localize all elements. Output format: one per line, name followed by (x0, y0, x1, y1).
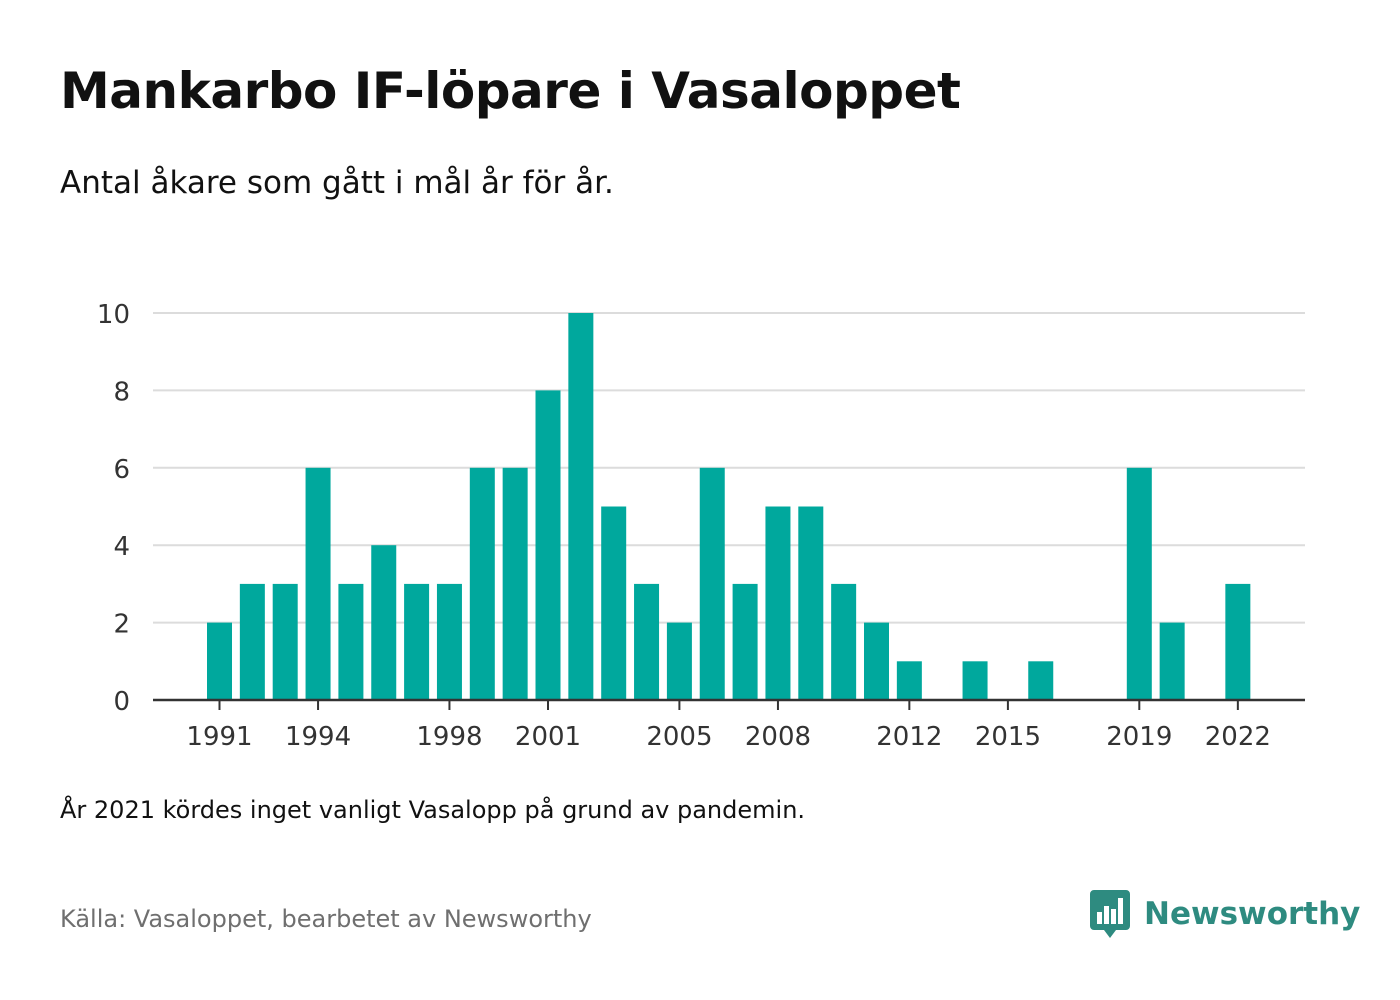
bar-1996 (371, 545, 397, 700)
brand-name: Newsworthy (1144, 896, 1361, 932)
bar-2019 (1126, 467, 1152, 700)
bars (207, 313, 1251, 700)
y-tick-label: 8 (113, 377, 130, 407)
bar-2000 (502, 467, 528, 700)
bar-2001 (535, 390, 561, 700)
chart-subtitle: Antal åkare som gått i mål år för år. (60, 165, 614, 201)
x-tick-label: 1998 (416, 722, 482, 752)
x-tick-label: 2005 (646, 722, 712, 752)
bar-1993 (272, 583, 298, 700)
chart-title: Mankarbo IF-löpare i Vasaloppet (60, 62, 961, 120)
axes: 0 2 4 6 8 10 1991 1994 1998 2001 2005 2008 2012 2015 2… (97, 300, 1305, 752)
bar-1997 (404, 583, 430, 700)
x-tick-label: 1991 (186, 722, 252, 752)
source-text: Källa: Vasaloppet, bearbetet av Newswort… (60, 905, 592, 933)
bar-chart-speech-bubble-icon (1090, 890, 1130, 938)
bar-2009 (798, 506, 824, 700)
bar-2012 (896, 661, 922, 700)
x-tick-label: 1994 (285, 722, 351, 752)
bar-chart: 0 2 4 6 8 10 1991 1994 1998 2001 2005 2008 2012 2015 2… (97, 300, 1305, 752)
bar-2022 (1225, 583, 1251, 700)
y-tick-label: 4 (113, 532, 130, 562)
footnote: År 2021 kördes inget vanligt Vasalopp på… (60, 796, 806, 824)
y-tick-label: 6 (113, 455, 130, 485)
x-tick-label: 2001 (515, 722, 581, 752)
bar-2004 (634, 583, 660, 700)
bar-2020 (1159, 622, 1185, 700)
bar-1991 (207, 622, 232, 700)
bar-1992 (239, 583, 265, 700)
y-tick-label: 0 (113, 687, 130, 717)
x-tick-label: 2015 (975, 722, 1041, 752)
bar-1998 (436, 583, 462, 700)
bar-2006 (699, 467, 725, 700)
bar-2003 (601, 506, 627, 700)
brand-logo: Newsworthy (1090, 890, 1360, 938)
bar-1999 (469, 467, 495, 700)
x-tick-label: 2008 (745, 722, 811, 752)
bar-2002 (568, 313, 594, 700)
bar-2016 (1028, 661, 1054, 700)
bar-2011 (864, 622, 889, 700)
x-tick-label: 2012 (876, 722, 942, 752)
y-tick-label: 2 (113, 610, 130, 640)
bar-2008 (765, 506, 791, 700)
bar-2005 (666, 622, 692, 700)
bar-2010 (831, 583, 857, 700)
bar-2007 (732, 583, 758, 700)
bar-2014 (962, 661, 988, 700)
bar-1994 (305, 467, 331, 700)
y-tick-label: 10 (97, 300, 130, 330)
x-tick-label: 2022 (1205, 722, 1271, 752)
bar-1995 (338, 583, 364, 700)
x-tick-label: 2019 (1106, 722, 1172, 752)
